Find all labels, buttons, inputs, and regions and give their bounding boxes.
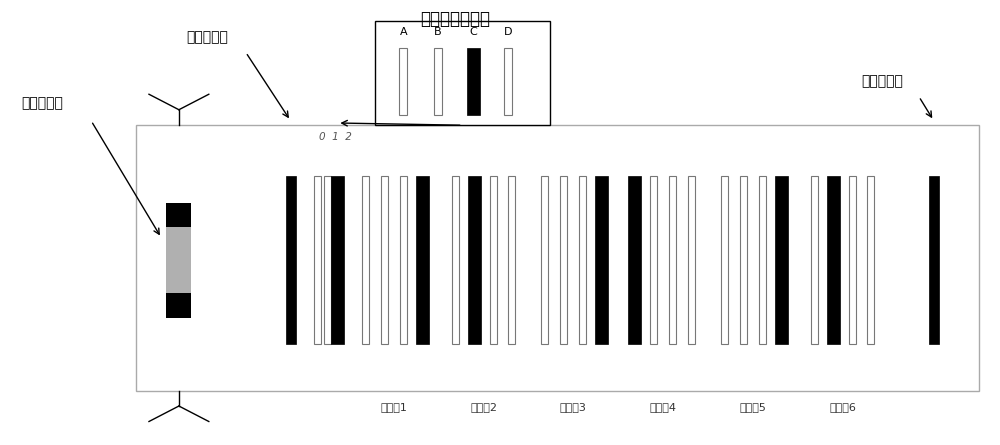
Bar — [759, 176, 766, 344]
Text: 时隙内相位编码: 时隙内相位编码 — [420, 10, 490, 28]
Bar — [775, 176, 788, 344]
Bar — [688, 176, 695, 344]
Text: 0  1  2: 0 1 2 — [319, 132, 352, 142]
Bar — [166, 202, 191, 318]
Bar — [400, 176, 407, 344]
Bar — [416, 176, 429, 344]
Bar — [434, 48, 442, 115]
Bar — [541, 176, 548, 344]
Text: 数据区2: 数据区2 — [470, 401, 497, 412]
Bar — [166, 202, 191, 227]
Bar — [628, 176, 641, 344]
Bar — [452, 176, 459, 344]
Bar — [740, 176, 747, 344]
Text: C: C — [469, 27, 477, 36]
Text: 数据区6: 数据区6 — [829, 401, 856, 412]
Text: 叉指换能器: 叉指换能器 — [21, 96, 63, 110]
Bar — [468, 176, 481, 344]
Bar — [490, 176, 497, 344]
Bar — [721, 176, 728, 344]
Bar — [381, 176, 388, 344]
Bar — [650, 176, 657, 344]
Text: 起始反射栏: 起始反射栏 — [186, 30, 228, 44]
Bar — [286, 176, 296, 344]
Bar — [929, 176, 939, 344]
Bar — [362, 176, 369, 344]
Bar — [827, 176, 840, 344]
Text: 截止反射栏: 截止反射栏 — [861, 74, 903, 88]
Bar — [136, 125, 979, 391]
Bar — [504, 48, 512, 115]
Text: 数据区4: 数据区4 — [650, 401, 677, 412]
Text: 数据区1: 数据区1 — [380, 401, 407, 412]
Text: B: B — [434, 27, 442, 36]
Text: D: D — [504, 27, 512, 36]
Bar — [331, 176, 344, 344]
Text: 数据区5: 数据区5 — [739, 401, 766, 412]
Bar — [166, 293, 191, 318]
Bar — [324, 176, 331, 344]
Bar — [811, 176, 818, 344]
Bar — [849, 176, 856, 344]
Bar — [399, 48, 407, 115]
Bar — [595, 176, 608, 344]
Bar — [375, 21, 550, 125]
Bar — [579, 176, 586, 344]
Bar — [508, 176, 515, 344]
Bar — [314, 176, 321, 344]
Bar — [669, 176, 676, 344]
Bar — [867, 176, 874, 344]
Bar — [560, 176, 567, 344]
Text: 数据区3: 数据区3 — [560, 401, 587, 412]
Bar — [467, 48, 480, 115]
Text: A: A — [399, 27, 407, 36]
